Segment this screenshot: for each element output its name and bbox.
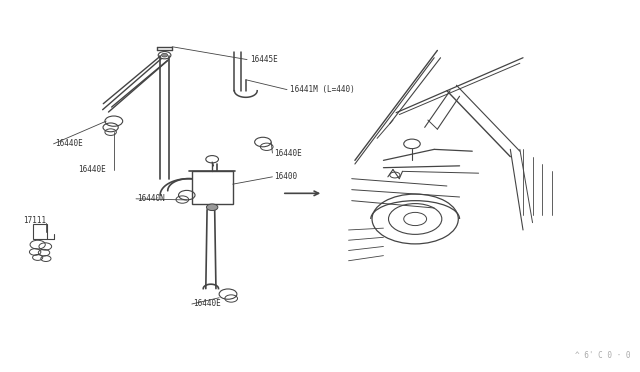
- Text: 16445E: 16445E: [250, 55, 278, 64]
- Text: 17111: 17111: [23, 216, 46, 225]
- Text: 16440E: 16440E: [193, 299, 221, 308]
- Circle shape: [161, 53, 168, 57]
- Circle shape: [207, 204, 218, 211]
- Text: 16440N: 16440N: [137, 194, 165, 203]
- Bar: [191, 171, 233, 204]
- Text: 16440E: 16440E: [77, 165, 106, 174]
- Bar: [33, 224, 47, 239]
- Text: 16440E: 16440E: [274, 148, 301, 157]
- Text: ^ 6' C 0 · 0: ^ 6' C 0 · 0: [575, 351, 631, 360]
- Text: 16441M (L=440): 16441M (L=440): [290, 85, 355, 94]
- Text: 16400: 16400: [274, 172, 297, 181]
- Text: 16440E: 16440E: [55, 140, 83, 148]
